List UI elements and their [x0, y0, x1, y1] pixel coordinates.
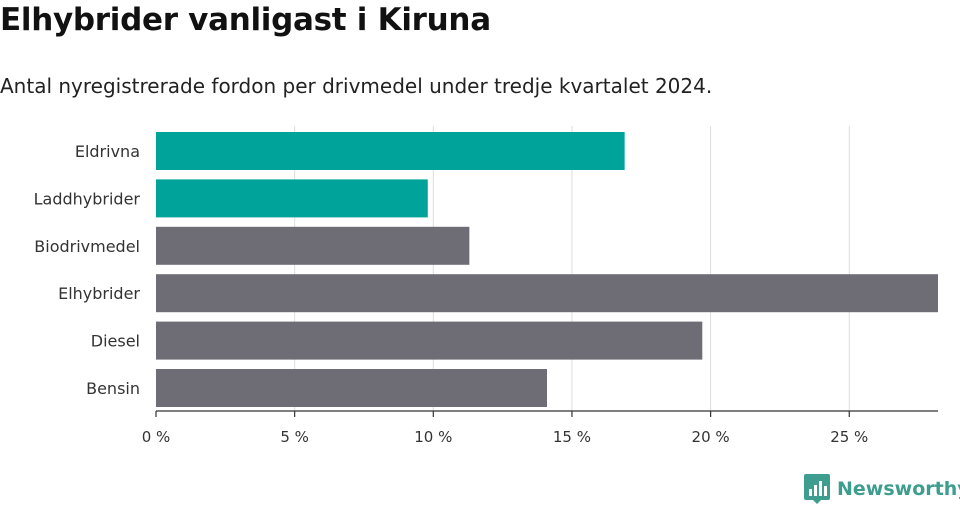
- x-tick-label-2: 10 %: [414, 428, 452, 446]
- category-label-eldrivna: Eldrivna: [75, 142, 140, 161]
- bar-eldrivna: [156, 132, 625, 170]
- chart-subtitle: Antal nyregistrerade fordon per drivmede…: [0, 74, 713, 98]
- x-tick-label-5: 25 %: [830, 428, 868, 446]
- category-label-elhybrider: Elhybrider: [58, 284, 140, 303]
- category-label-laddhybrider: Laddhybrider: [34, 189, 141, 208]
- grid-lines: [294, 126, 850, 411]
- bars: [156, 132, 938, 407]
- x-tick-label-0: 0 %: [142, 428, 171, 446]
- x-tick-label-3: 15 %: [553, 428, 591, 446]
- x-tick-label-1: 5 %: [280, 428, 309, 446]
- bar-elhybrider: [156, 274, 938, 313]
- x-tick-label-4: 20 %: [692, 428, 730, 446]
- category-label-bensin: Bensin: [86, 379, 140, 398]
- bar-diesel: [156, 321, 703, 360]
- x-axis: 0 % 5 % 10 % 15 % 20 % 25 %: [142, 410, 938, 446]
- bar-laddhybrider: [156, 179, 428, 218]
- bar-bensin: [156, 369, 547, 407]
- bar-biodrivmedel: [156, 226, 470, 265]
- newsworthy-logo-icon: [804, 474, 830, 504]
- newsworthy-logo-text: Newsworthy: [837, 478, 960, 500]
- newsworthy-logo: Newsworthy: [804, 474, 960, 504]
- chart-title: Elhybrider vanligast i Kiruna: [0, 2, 491, 38]
- category-labels: Eldrivna Laddhybrider Biodrivmedel Elhybrid…: [34, 142, 141, 398]
- category-label-biodrivmedel: Biodrivmedel: [34, 237, 140, 256]
- category-label-diesel: Diesel: [91, 332, 140, 351]
